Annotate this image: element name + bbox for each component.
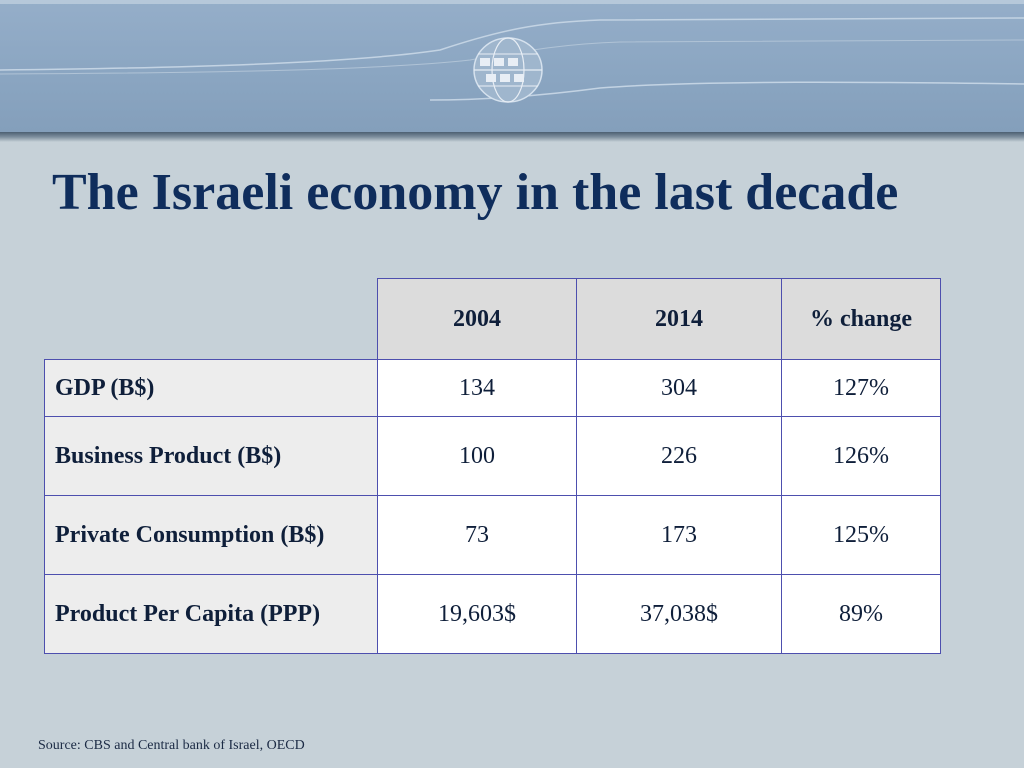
- header-top-line: [0, 0, 1024, 4]
- table-corner-cell: [44, 278, 378, 360]
- column-header-change: % change: [781, 278, 941, 360]
- table-row: Private Consumption (B$) 73 173 125%: [44, 495, 941, 575]
- table-row: Product Per Capita (PPP) 19,603$ 37,038$…: [44, 574, 941, 654]
- table-row: Business Product (B$) 100 226 126%: [44, 416, 941, 496]
- table-header-row: 2004 2014 % change: [44, 278, 941, 360]
- cell-2004: 100: [377, 416, 577, 496]
- cell-2014: 37,038$: [576, 574, 782, 654]
- cell-2014: 304: [576, 359, 782, 417]
- source-note: Source: CBS and Central bank of Israel, …: [38, 738, 305, 753]
- cell-2004: 134: [377, 359, 577, 417]
- cell-change: 89%: [781, 574, 941, 654]
- table-row: GDP (B$) 134 304 127%: [44, 359, 941, 417]
- cell-2004: 19,603$: [377, 574, 577, 654]
- cell-2014: 173: [576, 495, 782, 575]
- slide-title: The Israeli economy in the last decade: [52, 164, 899, 221]
- cell-2014: 226: [576, 416, 782, 496]
- cell-change: 127%: [781, 359, 941, 417]
- header-swoosh: [0, 17, 1024, 103]
- cell-change: 126%: [781, 416, 941, 496]
- row-label: GDP (B$): [44, 359, 378, 417]
- cell-2004: 73: [377, 495, 577, 575]
- economy-table: 2004 2014 % change GDP (B$) 134 304 127%…: [44, 278, 941, 654]
- row-label: Business Product (B$): [44, 416, 378, 496]
- globe-logo-icon: [473, 37, 543, 103]
- column-header-2004: 2004: [377, 278, 577, 360]
- header-shadow: [0, 132, 1024, 142]
- cell-change: 125%: [781, 495, 941, 575]
- row-label: Private Consumption (B$): [44, 495, 378, 575]
- column-header-2014: 2014: [576, 278, 782, 360]
- row-label: Product Per Capita (PPP): [44, 574, 378, 654]
